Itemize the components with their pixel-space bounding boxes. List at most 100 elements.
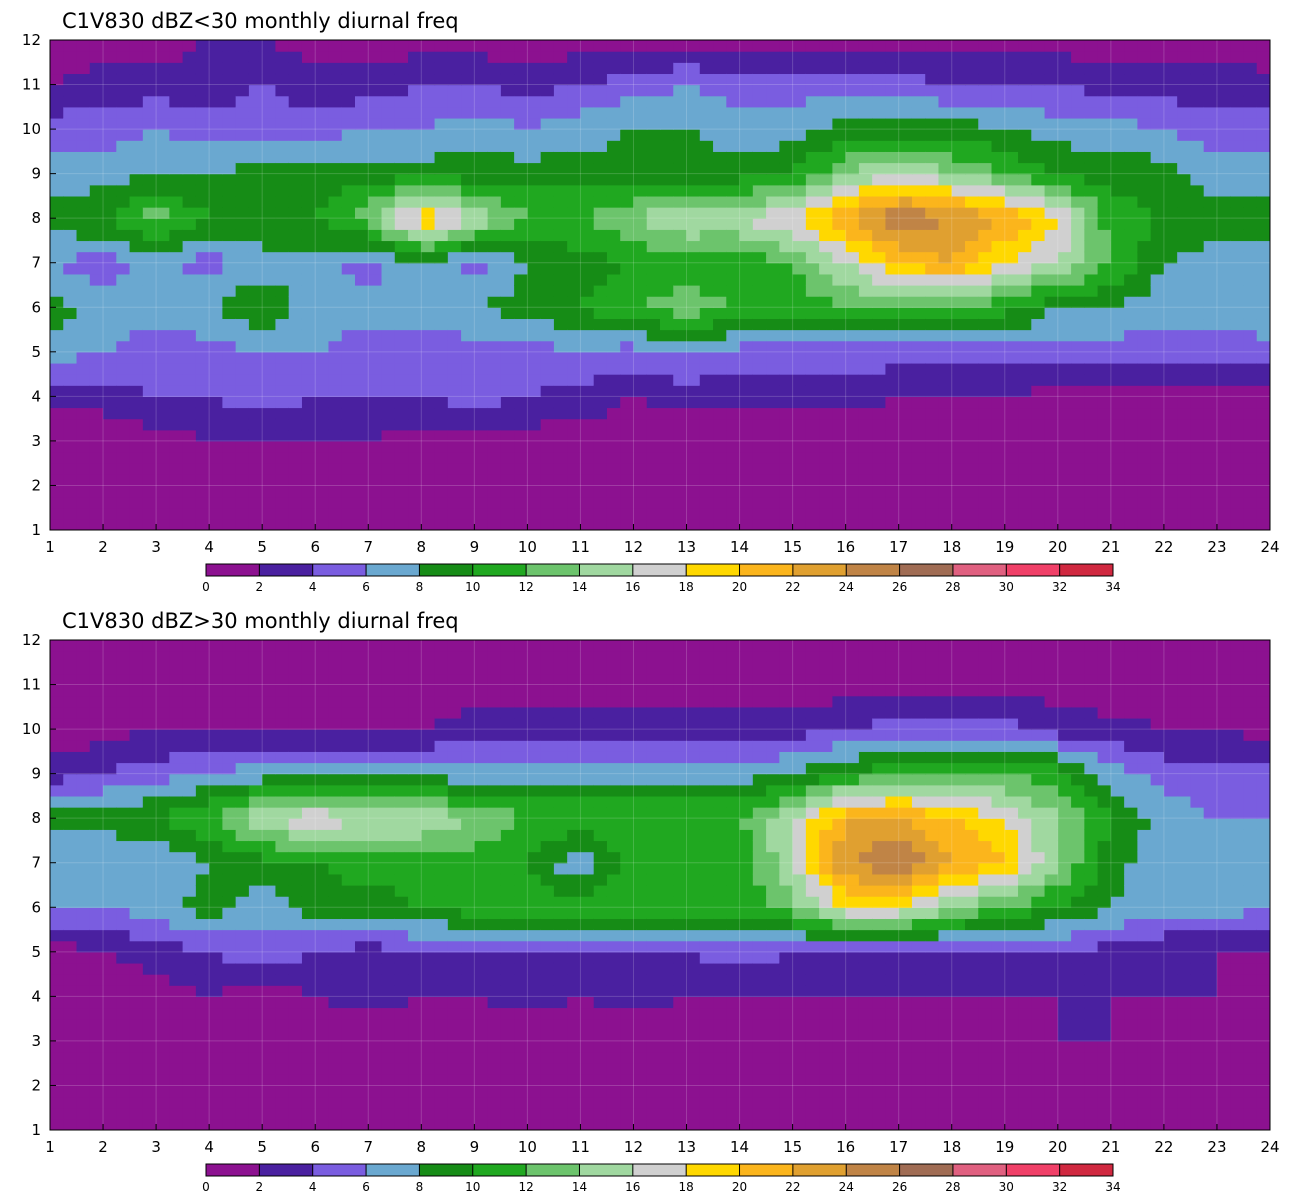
heat-cell	[978, 262, 993, 275]
heat-cell	[633, 474, 648, 487]
heat-cell	[394, 140, 409, 152]
heat-cell	[129, 329, 144, 342]
heat-cell	[766, 396, 780, 409]
heat-cell	[514, 463, 528, 475]
heat-cell	[421, 440, 436, 453]
heat-cell	[500, 374, 515, 386]
heat-cell	[1097, 251, 1112, 264]
heat-cell	[1018, 51, 1032, 63]
heat-cell	[474, 396, 489, 409]
heat-cell	[1190, 251, 1205, 264]
heat-cell	[567, 396, 582, 409]
heat-cell	[938, 429, 953, 442]
heat-cell	[301, 229, 316, 242]
heat-cell	[699, 1052, 714, 1064]
heat-cell	[275, 51, 290, 63]
heat-cell	[341, 240, 356, 253]
heat-cell	[487, 162, 502, 175]
heat-cell	[394, 195, 409, 208]
heat-cell	[792, 240, 807, 253]
heat-cell	[275, 184, 290, 197]
heat-cell	[1084, 117, 1099, 130]
y-tick-label: 9	[31, 165, 41, 183]
heat-cell	[925, 1052, 940, 1064]
heat-cell	[885, 251, 900, 264]
heat-cell	[858, 95, 873, 108]
heat-cell	[1256, 418, 1270, 431]
heat-cell	[1124, 474, 1138, 487]
heat-cell	[288, 1107, 303, 1120]
heat-cell	[1243, 162, 1258, 175]
heat-cell	[182, 240, 197, 253]
heat-cell	[328, 518, 343, 530]
heat-cell	[169, 207, 184, 219]
heat-cell	[1137, 1074, 1152, 1087]
heat-cell	[1203, 251, 1218, 264]
heat-cell	[275, 385, 290, 397]
heat-cell	[580, 429, 595, 442]
heat-cell	[1071, 307, 1085, 320]
heat-cell	[235, 106, 250, 119]
heat-cell	[63, 340, 78, 353]
heat-cell	[301, 40, 316, 52]
heat-cell	[1071, 429, 1085, 442]
heat-cell	[381, 474, 396, 487]
heat-cell	[951, 485, 966, 498]
heat-cell	[580, 474, 595, 487]
heat-cell	[394, 485, 409, 498]
heat-cell	[885, 307, 900, 320]
heat-cell	[1256, 374, 1270, 386]
heat-cell	[222, 51, 237, 63]
heat-cell	[514, 73, 528, 86]
heat-cell	[951, 129, 966, 141]
heat-cell	[222, 1040, 237, 1053]
heat-cell	[858, 396, 873, 409]
heat-cell	[699, 73, 714, 86]
heat-cell	[301, 340, 316, 353]
heat-cell	[1084, 463, 1099, 475]
heat-cell	[1124, 73, 1138, 86]
heat-cell	[885, 162, 900, 175]
heat-cell	[938, 518, 953, 530]
heat-cell	[686, 1107, 701, 1120]
heat-cell	[487, 84, 502, 97]
heat-cell	[487, 140, 502, 152]
heat-cell	[1057, 251, 1072, 264]
heat-cell	[858, 1040, 873, 1053]
heat-cell	[858, 240, 873, 253]
heat-cell	[1216, 173, 1231, 186]
heat-cell	[713, 429, 727, 442]
heat-cell	[275, 418, 290, 431]
heat-cell	[872, 318, 887, 331]
heat-cell	[845, 374, 860, 386]
heat-cell	[103, 207, 117, 219]
heat-cell	[315, 329, 330, 342]
heat-cell	[991, 362, 1006, 375]
heat-cell	[421, 362, 436, 375]
heat-cell	[447, 407, 462, 420]
heat-cell	[699, 285, 714, 297]
heat-cell	[474, 1085, 489, 1098]
heat-cell	[116, 195, 131, 208]
heat-cell	[1203, 374, 1218, 386]
heat-cell	[368, 329, 383, 342]
heat-cell	[991, 173, 1006, 186]
heat-cell	[925, 429, 940, 442]
heat-cell	[169, 117, 184, 130]
heat-cell	[248, 507, 263, 520]
heat-cell	[63, 496, 78, 509]
heat-cell	[752, 396, 767, 409]
heat-cell	[275, 329, 290, 342]
heat-cell	[872, 340, 887, 353]
heat-cell	[726, 1118, 741, 1130]
heat-cell	[1256, 507, 1270, 520]
heat-cell	[580, 307, 595, 320]
heat-cell	[792, 496, 807, 509]
heat-cell	[103, 340, 117, 353]
heat-cell	[726, 507, 741, 520]
heat-cell	[540, 273, 555, 286]
heat-cell	[341, 1074, 356, 1087]
heat-cell	[447, 273, 462, 286]
heat-cell	[355, 1040, 369, 1053]
heat-cell	[1256, 463, 1270, 475]
